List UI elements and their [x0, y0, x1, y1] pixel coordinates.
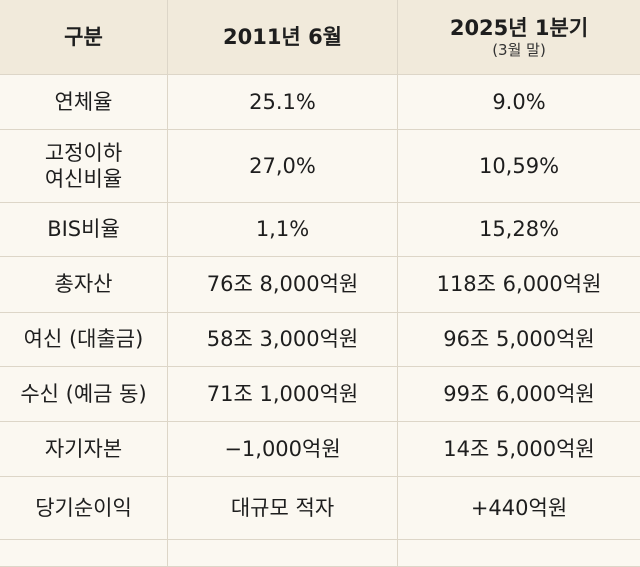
row-label: 여신 (대출금): [0, 313, 168, 367]
cell-value: 99조 6,000억원: [398, 367, 640, 422]
cell-value: 15,28%: [398, 203, 640, 257]
row-label: 연체율: [0, 75, 168, 130]
header-text: 2011년 6월: [222, 24, 342, 49]
cell-value: 96조 5,000억원: [398, 313, 640, 367]
cell-value: +440억원: [398, 477, 640, 540]
cell-value: 27,0%: [168, 130, 398, 203]
filler: [398, 540, 640, 567]
cell-value: 71조 1,000억원: [168, 367, 398, 422]
row-label: 총자산: [0, 257, 168, 313]
header-cell: 2025년 1분기 (3월 말): [398, 0, 640, 75]
row-label: 고정이하 여신비율: [0, 130, 168, 203]
filler: [168, 540, 398, 567]
row-label: 당기순이익: [0, 477, 168, 540]
header-text: 구분: [64, 24, 103, 49]
cell-value: 58조 3,000억원: [168, 313, 398, 367]
header-cell: 2011년 6월: [168, 0, 398, 75]
cell-value: 10,59%: [398, 130, 640, 203]
cell-value: 대규모 적자: [168, 477, 398, 540]
cell-value: −1,000억원: [168, 422, 398, 477]
row-label: 수신 (예금 동): [0, 367, 168, 422]
header-cell: 구분: [0, 0, 168, 75]
cell-value: 76조 8,000억원: [168, 257, 398, 313]
row-label: BIS비율: [0, 203, 168, 257]
header-note: (3월 말): [492, 40, 546, 59]
cell-value: 25.1%: [168, 75, 398, 130]
header-text: 2025년 1분기: [449, 15, 589, 40]
row-label: 자기자본: [0, 422, 168, 477]
cell-value: 9.0%: [398, 75, 640, 130]
filler: [0, 540, 168, 567]
cell-value: 1,1%: [168, 203, 398, 257]
cell-value: 118조 6,000억원: [398, 257, 640, 313]
cell-value: 14조 5,000억원: [398, 422, 640, 477]
